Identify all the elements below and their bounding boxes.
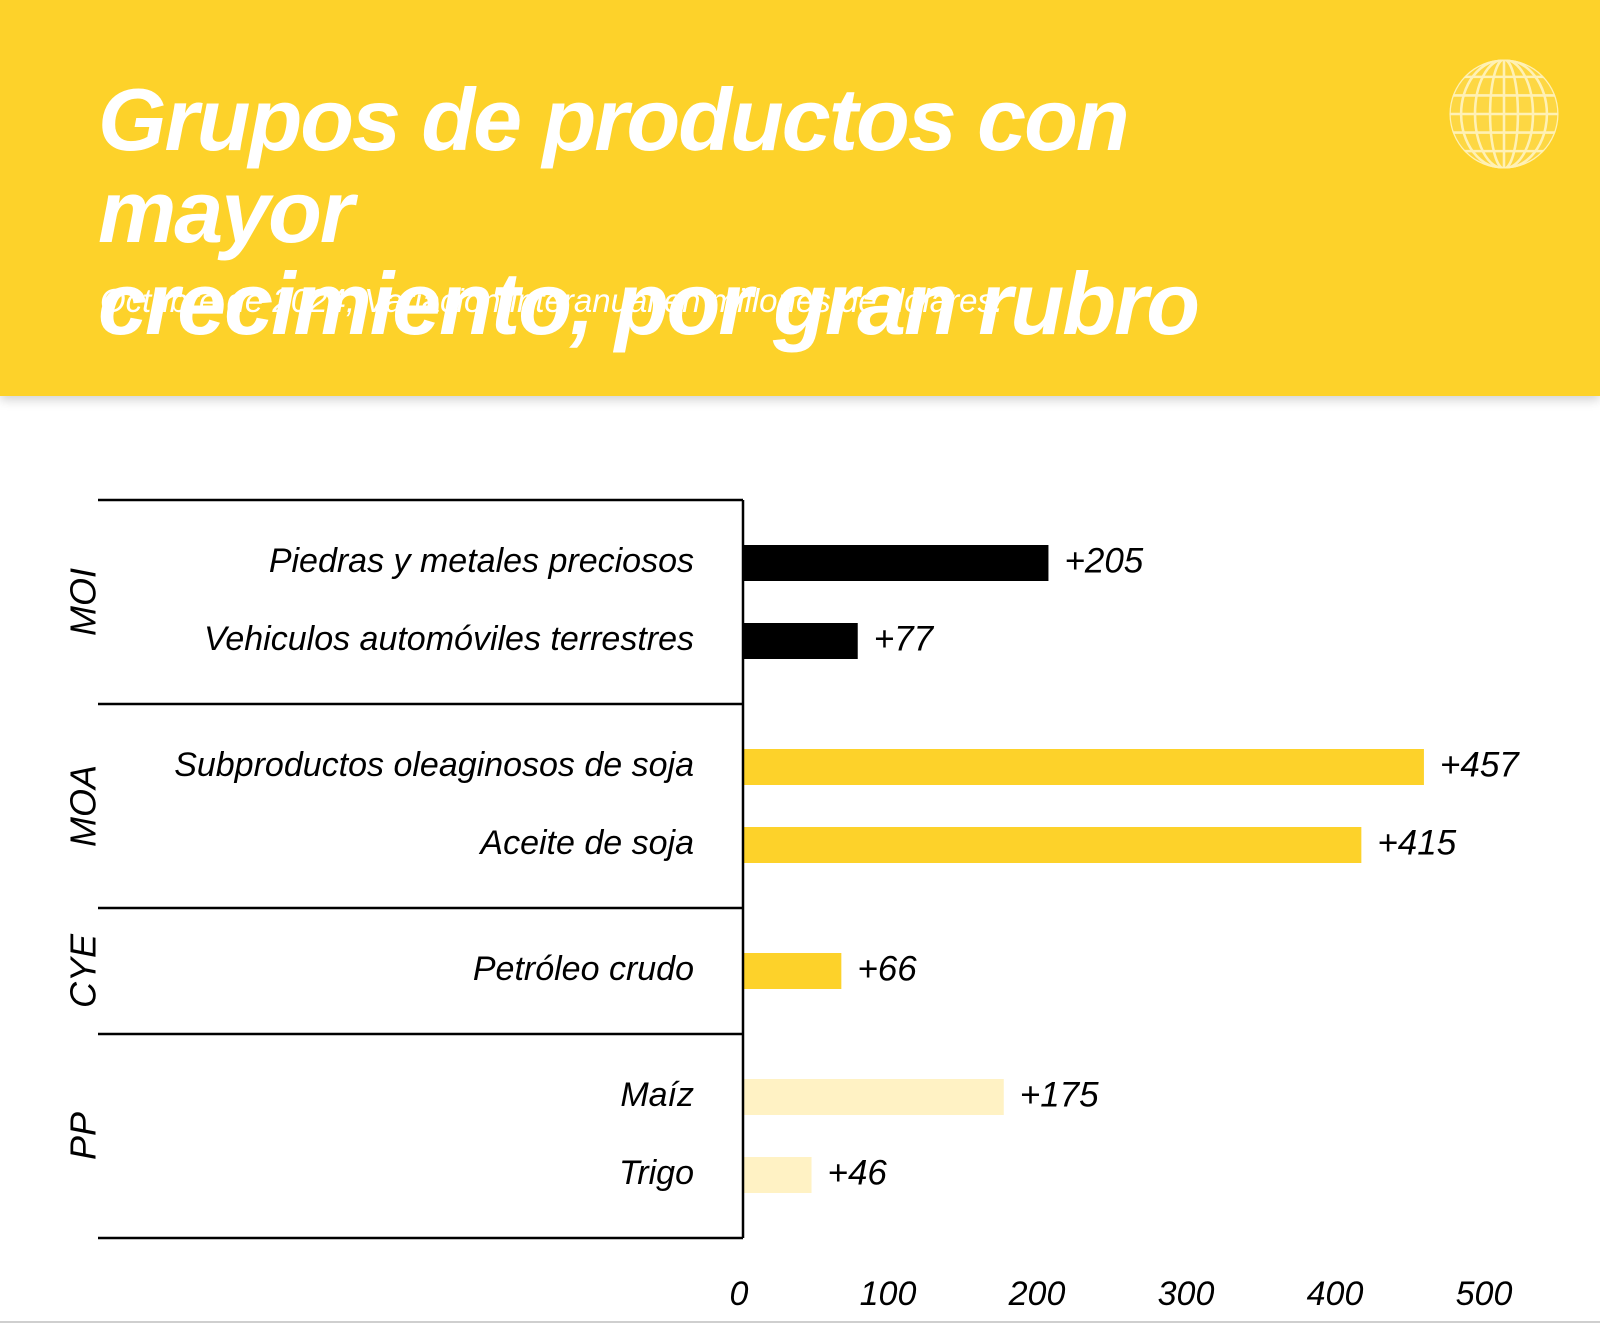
group-label-moi: MOI [63, 568, 104, 636]
group-label-pp: PP [63, 1112, 104, 1160]
value-label: +77 [874, 619, 935, 658]
value-label: +415 [1377, 823, 1456, 862]
header-banner: Grupos de productos con mayor crecimient… [0, 0, 1600, 396]
value-label: +175 [1020, 1075, 1099, 1114]
chart-title: Grupos de productos con mayor crecimient… [98, 74, 1398, 350]
bar-moi-1 [743, 545, 1049, 581]
title-line-2: crecimiento, por gran rubro [98, 254, 1200, 353]
title-line-1: Grupos de productos con mayor [98, 70, 1130, 261]
bar-pp-2 [743, 1157, 812, 1193]
x-tick-label: 400 [1307, 1275, 1364, 1313]
category-label: Petróleo crudo [473, 950, 694, 988]
x-tick-label: 300 [1158, 1275, 1215, 1313]
category-label: Trigo [619, 1154, 694, 1192]
bar-moa-1 [743, 749, 1424, 785]
x-tick-label: 200 [1008, 1275, 1066, 1313]
value-label: +46 [828, 1153, 888, 1192]
x-tick-label: 100 [860, 1275, 917, 1313]
bar-moi-2 [743, 623, 858, 659]
value-label: +457 [1440, 745, 1520, 784]
group-label-moa: MOA [63, 765, 104, 847]
group-label-cye: CYE [63, 933, 104, 1008]
bar-chart: Piedras y metales preciosos +205 Vehiculos… [63, 498, 1520, 1313]
category-label: Piedras y metales preciosos [269, 542, 694, 580]
value-label: +205 [1064, 541, 1143, 580]
x-tick-label: 500 [1456, 1275, 1513, 1313]
category-label: Maíz [620, 1076, 694, 1114]
bottom-divider [0, 1321, 1600, 1323]
x-tick-label: 0 [730, 1275, 749, 1313]
bar-moa-2 [743, 827, 1362, 863]
category-label: Aceite de soja [478, 824, 694, 862]
chart-subtitle: Octubre de 2024, Variación interanual en… [100, 282, 1004, 319]
globe-icon [1449, 59, 1559, 169]
category-label: Vehiculos automóviles terrestres [204, 620, 694, 658]
bar-pp-1 [743, 1079, 1004, 1115]
value-label: +66 [857, 949, 917, 988]
category-label: Subproductos oleaginosos de soja [174, 746, 694, 784]
bar-cye-1 [743, 953, 842, 989]
